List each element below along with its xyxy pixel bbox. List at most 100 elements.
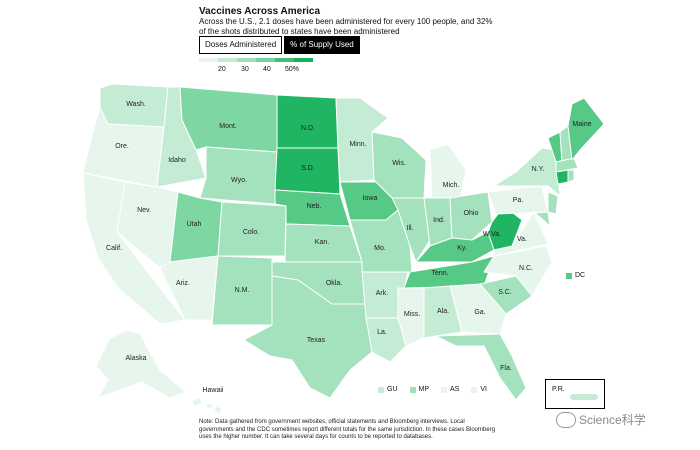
state-ky[interactable]: [415, 231, 495, 263]
label-mont: Mont.: [219, 123, 237, 130]
label-wyo: Wyo.: [231, 177, 247, 184]
label-ill: Ill.: [407, 225, 414, 232]
label-nd: N.D.: [301, 125, 315, 132]
label-nev: Nev.: [137, 207, 151, 214]
label-ark: Ark.: [376, 290, 389, 297]
chart-title: Vaccines Across America: [199, 6, 321, 17]
territories-legend: GU MP AS VI: [378, 386, 487, 393]
tab-doses-administered[interactable]: Doses Administered: [199, 36, 283, 54]
state-ohio[interactable]: [449, 191, 493, 241]
state-mont[interactable]: [179, 86, 278, 153]
legend-swatch: [275, 58, 294, 62]
state-hawaii[interactable]: [191, 397, 223, 415]
tab-percent-supply-used[interactable]: % of Supply Used: [284, 36, 360, 54]
label-wis: Wis.: [392, 160, 406, 167]
label-fla: Fla.: [500, 365, 512, 372]
legend-tick: 30: [241, 66, 249, 73]
label-tenn: Tenn.: [431, 270, 448, 277]
state-md[interactable]: [521, 211, 551, 227]
label-ind: Ind.: [433, 217, 445, 224]
legend-color-bar: [199, 58, 313, 62]
legend-tick: 40: [263, 66, 271, 73]
legend-tick: 20: [218, 66, 226, 73]
label-calif: Calif.: [106, 245, 122, 252]
legend-tick: 50%: [285, 66, 300, 73]
territory-swatch: [471, 386, 478, 393]
label-kan: Kan.: [315, 239, 329, 246]
label-hawaii: Hawaii: [202, 387, 223, 394]
state-ariz[interactable]: [159, 255, 219, 321]
label-ore: Ore.: [115, 143, 129, 150]
label-texas: Texas: [307, 337, 326, 344]
state-ga[interactable]: [449, 283, 507, 335]
territory-label: AS: [450, 386, 460, 393]
label-mo: Mo.: [374, 245, 386, 252]
wechat-icon: [556, 411, 576, 428]
territory-mp[interactable]: MP: [409, 386, 430, 393]
state-mass[interactable]: [555, 157, 579, 173]
state-ala[interactable]: [423, 285, 463, 339]
color-legend: 20 30 40 50%: [199, 58, 319, 74]
territory-label: MP: [418, 386, 430, 393]
state-maine[interactable]: [567, 97, 605, 161]
state-alaska[interactable]: [95, 329, 187, 399]
label-maine: Maine: [572, 121, 591, 128]
state-pr[interactable]: [570, 394, 598, 400]
label-sd: S.D.: [301, 165, 315, 172]
state-la[interactable]: [365, 317, 407, 363]
label-miss: Miss.: [404, 311, 420, 318]
chart-subtitle: Across the U.S., 2.1 doses have been adm…: [199, 17, 493, 36]
state-mo[interactable]: [349, 209, 413, 273]
label-nc: N.C.: [519, 265, 533, 272]
state-ct[interactable]: [555, 169, 569, 185]
label-pa: Pa.: [513, 197, 524, 204]
footnote: Note: Data gathered from government webs…: [199, 419, 496, 440]
label-okla: Okla.: [326, 280, 342, 287]
watermark-text: Science科学: [579, 413, 646, 427]
territory-gu[interactable]: GU: [378, 386, 398, 393]
label-idaho: Idaho: [168, 157, 186, 164]
label-nm: N.M.: [235, 287, 250, 294]
label-ga: Ga.: [474, 309, 485, 316]
label-neb: Neb.: [307, 203, 322, 210]
state-nj[interactable]: [547, 191, 559, 215]
state-nd[interactable]: [276, 94, 339, 149]
territory-label: GU: [387, 386, 398, 393]
label-colo: Colo.: [243, 229, 259, 236]
label-ala: Ala.: [437, 308, 449, 315]
legend-ticks: 20 30 40 50%: [199, 62, 319, 74]
state-wyo[interactable]: [199, 146, 278, 205]
territory-vi[interactable]: VI: [471, 386, 487, 393]
label-utah: Utah: [187, 221, 202, 228]
legend-swatch: [294, 58, 313, 62]
state-wva[interactable]: [487, 205, 523, 251]
label-ariz: Ariz.: [176, 280, 190, 287]
label-la: La.: [377, 329, 387, 336]
watermark: Science科学: [556, 411, 646, 428]
label-alaska: Alaska: [125, 355, 146, 362]
label-minn: Minn.: [349, 141, 366, 148]
territory-swatch: [409, 386, 416, 393]
dc-swatch: [566, 272, 572, 279]
state-texas[interactable]: [243, 275, 373, 399]
pr-label: P.R.: [552, 386, 565, 393]
state-mich[interactable]: [429, 143, 467, 201]
label-ny: N.Y.: [532, 166, 545, 173]
label-mich: Mich.: [443, 182, 460, 189]
territory-as[interactable]: AS: [441, 386, 459, 393]
puerto-rico-inset: P.R.: [545, 379, 605, 409]
metric-tabs: Doses Administered % of Supply Used: [199, 36, 360, 54]
state-miss[interactable]: [397, 287, 425, 347]
state-fla[interactable]: [435, 333, 527, 401]
legend-swatch: [199, 58, 218, 62]
dc-legend: DC: [566, 272, 585, 279]
territory-label: VI: [480, 386, 487, 393]
state-ri[interactable]: [567, 169, 575, 183]
label-wash: Wash.: [126, 101, 146, 108]
label-ohio: Ohio: [464, 210, 479, 217]
label-wva: W.Va.: [483, 231, 501, 238]
territory-swatch: [441, 386, 447, 393]
label-sc: S.C.: [498, 289, 512, 296]
label-iowa: Iowa: [363, 195, 378, 202]
